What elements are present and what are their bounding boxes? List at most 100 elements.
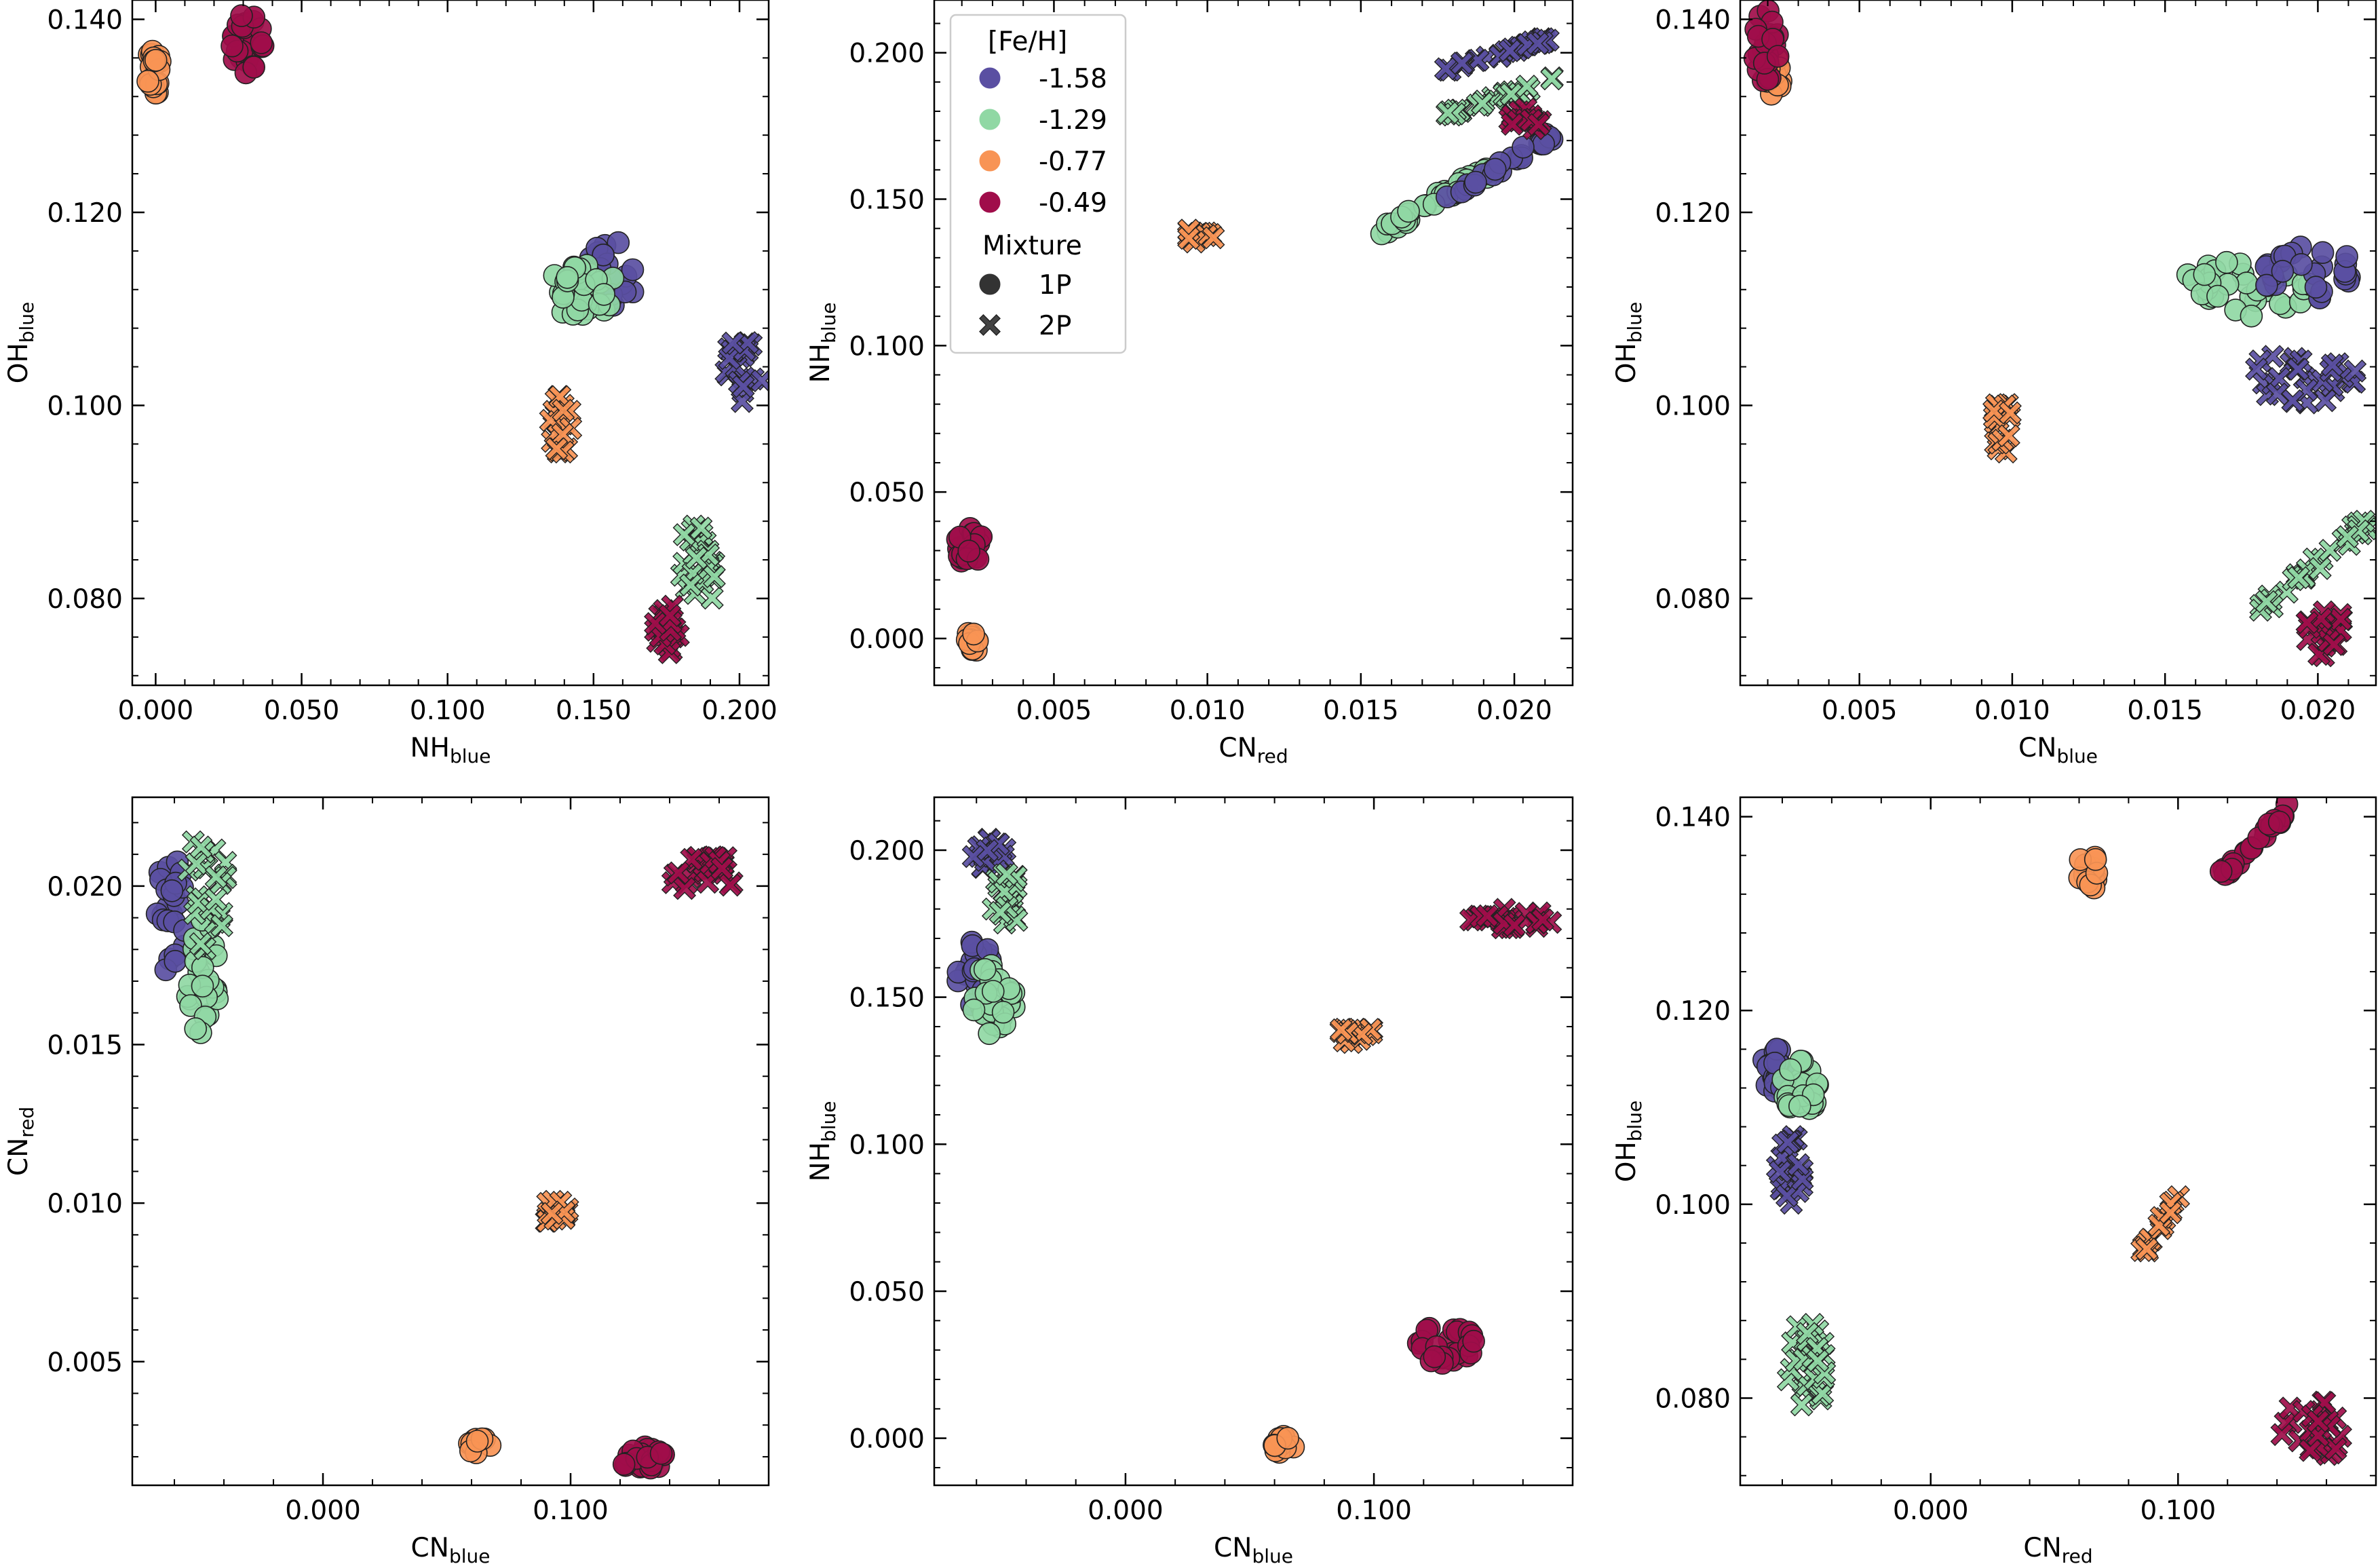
point-2P--1.29: [189, 835, 213, 859]
point-2P--1.58: [2245, 358, 2268, 381]
point-1P--1.29: [2240, 304, 2263, 328]
y-tick-label: 0.100: [849, 331, 925, 362]
y-axis-label: OHblue: [1611, 1101, 1646, 1183]
points-layer: [946, 27, 1564, 662]
y-tick-label: 0.015: [47, 1030, 123, 1061]
y-tick-label: 0.200: [849, 39, 925, 69]
point-1P--1.58: [621, 258, 645, 282]
point-1P--0.49: [2267, 810, 2291, 834]
scatter-panel-2: 0.005 0.010 0.015 0.020 0.000 0.050 0.100 0.150…: [805, 0, 1574, 767]
point-2P--0.77: [545, 437, 569, 461]
point-2P--1.29: [2308, 556, 2332, 580]
axes-frame: [131, 796, 770, 1487]
y-tick-label: 0.080: [1655, 584, 1731, 615]
point-1P--1.29: [1788, 1094, 1811, 1118]
point-2P--1.29: [2318, 539, 2342, 562]
point-2P--0.49: [718, 873, 742, 897]
point-2P--0.49: [1531, 908, 1554, 932]
point-2P--1.58: [2286, 358, 2310, 381]
x-tick-label: 0.015: [1323, 695, 1399, 726]
point-1P--1.58: [164, 950, 187, 973]
point-2P--1.58: [1450, 52, 1474, 75]
point-2P--1.58: [961, 845, 985, 869]
scatter-panel-6: 0.000 0.100 0.080 0.100 0.120 0.140 CNred OHblu…: [1611, 796, 2377, 1564]
point-2P--1.58: [1776, 1130, 1800, 1154]
point-2P--1.58: [1786, 1153, 1810, 1177]
point-1P--1.29: [1397, 199, 1420, 223]
y-tick-label: 0.010: [47, 1189, 123, 1219]
x-tick-label: 0.100: [410, 695, 486, 726]
point-1P--1.58: [2304, 275, 2328, 299]
point-1P--0.49: [250, 31, 273, 54]
point-2P--0.77: [1177, 227, 1201, 250]
point-2P--1.29: [210, 914, 233, 938]
x-tick-label: 0.200: [702, 695, 778, 726]
point-1P--0.77: [2084, 847, 2107, 871]
point-1P--0.49: [230, 4, 253, 27]
axes-frame: [1739, 0, 2377, 687]
point-1P--1.58: [2271, 259, 2295, 283]
point-1P--0.49: [649, 1442, 673, 1465]
point-1P--1.29: [2206, 284, 2229, 308]
point-1P--0.49: [2209, 860, 2233, 883]
y-axis-label: OHblue: [1611, 302, 1646, 384]
x-axis-label: CNblue: [411, 1533, 491, 1564]
point-2P--0.77: [1329, 1018, 1353, 1042]
point-2P--1.29: [2287, 566, 2311, 590]
point-1P--0.49: [242, 56, 266, 79]
x-tick-label: 0.010: [1974, 695, 2050, 726]
points-layer: [145, 830, 744, 1480]
point-2P--1.29: [1436, 101, 1459, 125]
point-2P--1.58: [721, 331, 745, 355]
point-1P--1.58: [607, 231, 630, 254]
point-2P--1.29: [2336, 525, 2359, 548]
scatter-panel-4: 0.000 0.100 0.005 0.010 0.015 0.020 CNblue CNre…: [3, 796, 770, 1564]
y-tick-label: 0.140: [1655, 803, 1731, 833]
point-1P--1.29: [556, 266, 579, 289]
x-tick-label: 0.000: [118, 695, 194, 726]
y-tick-label: 0.100: [1655, 1190, 1731, 1221]
point-1P--0.49: [1766, 45, 1790, 68]
point-2P--1.29: [204, 888, 228, 911]
legend: [Fe/H] -1.58 -1.29 -0.77 -0.49 Mixture 1P 2P: [949, 14, 1127, 354]
y-tick-label: 0.140: [47, 5, 123, 35]
y-tick-label: 0.080: [1655, 1384, 1731, 1414]
x-tick-label: 0.000: [1893, 1495, 1969, 1526]
point-2P--0.77: [552, 398, 575, 422]
axes-frame: [933, 796, 1574, 1487]
point-2P--0.49: [1501, 113, 1524, 136]
point-2P--1.58: [750, 369, 769, 393]
point-2P--0.49: [673, 877, 697, 900]
legend-swatch--1.29: [979, 109, 1001, 130]
y-axis-label: NHblue: [805, 302, 840, 383]
point-2P--1.29: [672, 523, 696, 546]
y-tick-label: 0.005: [47, 1348, 123, 1378]
points-layer: [1752, 797, 2353, 1466]
legend-swatch--0.49: [979, 191, 1001, 213]
y-tick-label: 0.100: [1655, 391, 1731, 421]
point-1P--1.58: [592, 243, 615, 267]
point-2P--0.77: [1202, 226, 1225, 250]
point-2P--1.29: [689, 516, 713, 540]
points-layer: [946, 827, 1562, 1464]
point-1P--1.29: [962, 998, 986, 1022]
point-1P--1.29: [2269, 292, 2292, 316]
axes-frame: [1739, 796, 2377, 1487]
point-2P--1.29: [204, 865, 228, 889]
point-1P--0.49: [612, 1453, 636, 1476]
point-2P--0.49: [2324, 1437, 2347, 1461]
legend-label: -1.58: [1039, 64, 1107, 94]
point-1P--1.29: [2215, 250, 2238, 274]
point-2P--1.58: [718, 347, 742, 370]
point-1P--1.58: [2311, 241, 2335, 265]
y-tick-label: 0.200: [849, 836, 925, 866]
point-2P--0.77: [1999, 401, 2022, 425]
point-1P--1.29: [1779, 1058, 1802, 1082]
x-axis-label: CNblue: [2018, 733, 2098, 767]
x-tick-label: 0.000: [285, 1495, 361, 1526]
point-2P--0.49: [2299, 1438, 2322, 1462]
x-tick-label: 0.000: [1088, 1495, 1164, 1526]
x-tick-label: 0.005: [1822, 695, 1898, 726]
y-tick-label: 0.120: [47, 198, 123, 229]
